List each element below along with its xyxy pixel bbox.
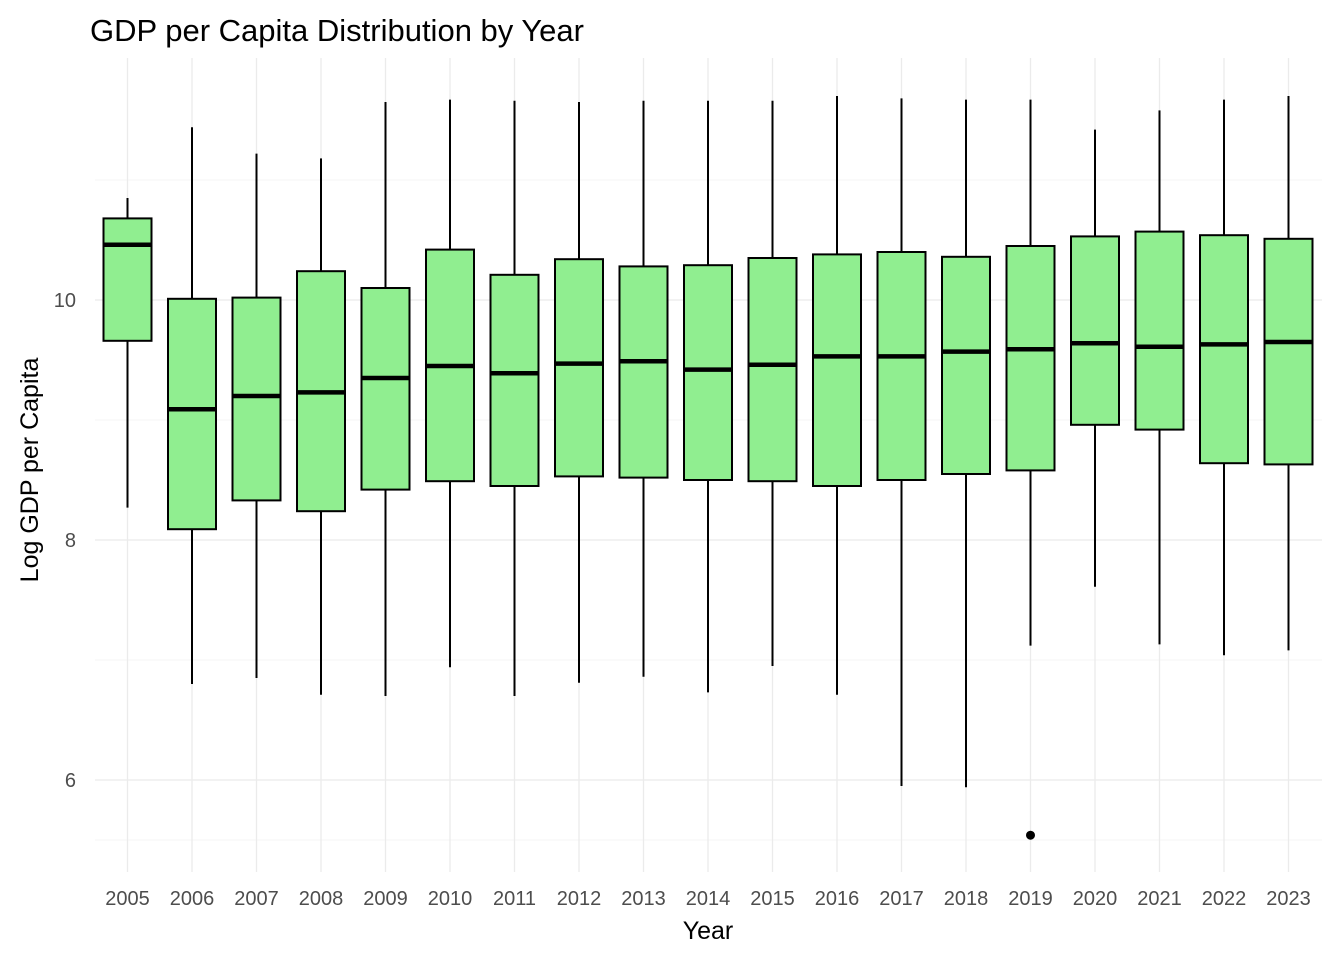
x-tick-label: 2009 — [363, 888, 408, 910]
box-iqr — [1005, 245, 1056, 472]
box-2011 — [489, 100, 540, 696]
x-tick-label: 2018 — [944, 888, 989, 910]
box-2022 — [1199, 99, 1249, 656]
box-iqr — [360, 287, 411, 491]
box-2009 — [360, 102, 411, 696]
box-iqr — [941, 255, 991, 475]
box-2014 — [683, 100, 733, 693]
y-tick-label: 10 — [54, 290, 76, 312]
box-iqr — [1263, 237, 1314, 466]
box-2020 — [1070, 129, 1120, 587]
box-2023 — [1263, 96, 1314, 651]
box-iqr — [747, 257, 798, 483]
x-tick-label: 2020 — [1073, 888, 1118, 910]
x-tick-label: 2015 — [750, 888, 795, 910]
box-iqr — [554, 258, 604, 478]
boxes — [102, 96, 1314, 840]
y-tick-label: 6 — [65, 770, 76, 792]
box-2018 — [941, 99, 991, 788]
chart-title: GDP per Capita Distribution by Year — [90, 13, 584, 48]
box-iqr — [1070, 235, 1120, 426]
x-tick-label: 2014 — [686, 888, 731, 910]
box-2012 — [554, 102, 604, 683]
x-axis-title: Year — [683, 917, 734, 945]
y-axis-title: Log GDP per Capita — [16, 358, 44, 583]
x-tick-label: 2021 — [1137, 888, 1182, 910]
box-2013 — [618, 100, 669, 677]
outlier-point — [1026, 830, 1035, 840]
x-tick-label: 2011 — [493, 888, 536, 910]
box-2005 — [102, 198, 153, 508]
box-iqr — [812, 253, 862, 487]
box-iqr — [167, 297, 217, 531]
box-2010 — [425, 99, 475, 668]
box-2016 — [812, 96, 862, 695]
x-tick-label: 2005 — [105, 888, 150, 910]
x-axis-ticks: 2005 2006 2007 2008 2009 2010 2011 2012 2013 2014… — [105, 888, 1311, 910]
x-tick-label: 2016 — [815, 888, 860, 910]
box-2019 — [1005, 99, 1056, 840]
box-2015 — [747, 100, 798, 666]
x-tick-label: 2013 — [621, 888, 666, 910]
box-2006 — [167, 127, 217, 684]
y-tick-label: 8 — [65, 530, 76, 552]
box-2007 — [231, 153, 282, 678]
x-tick-label: 2022 — [1202, 888, 1247, 910]
box-iqr — [102, 217, 153, 342]
box-2008 — [296, 158, 346, 695]
box-2021 — [1134, 110, 1185, 645]
x-tick-label: 2012 — [557, 888, 602, 910]
box-iqr — [1199, 234, 1249, 465]
x-tick-label: 2006 — [170, 888, 215, 910]
box-iqr — [231, 296, 282, 502]
x-tick-label: 2019 — [1008, 888, 1053, 910]
x-tick-label: 2023 — [1266, 888, 1311, 910]
x-tick-label: 2008 — [299, 888, 344, 910]
box-iqr — [1134, 230, 1185, 431]
box-iqr — [876, 251, 927, 481]
box-2017 — [876, 98, 927, 786]
box-iqr — [683, 264, 733, 482]
box-iqr — [489, 273, 540, 487]
x-tick-label: 2010 — [428, 888, 473, 910]
box-iqr — [618, 265, 669, 479]
x-tick-label: 2007 — [234, 888, 279, 910]
y-axis-ticks: 6 8 10 — [54, 290, 76, 792]
x-tick-label: 2017 — [879, 888, 924, 910]
